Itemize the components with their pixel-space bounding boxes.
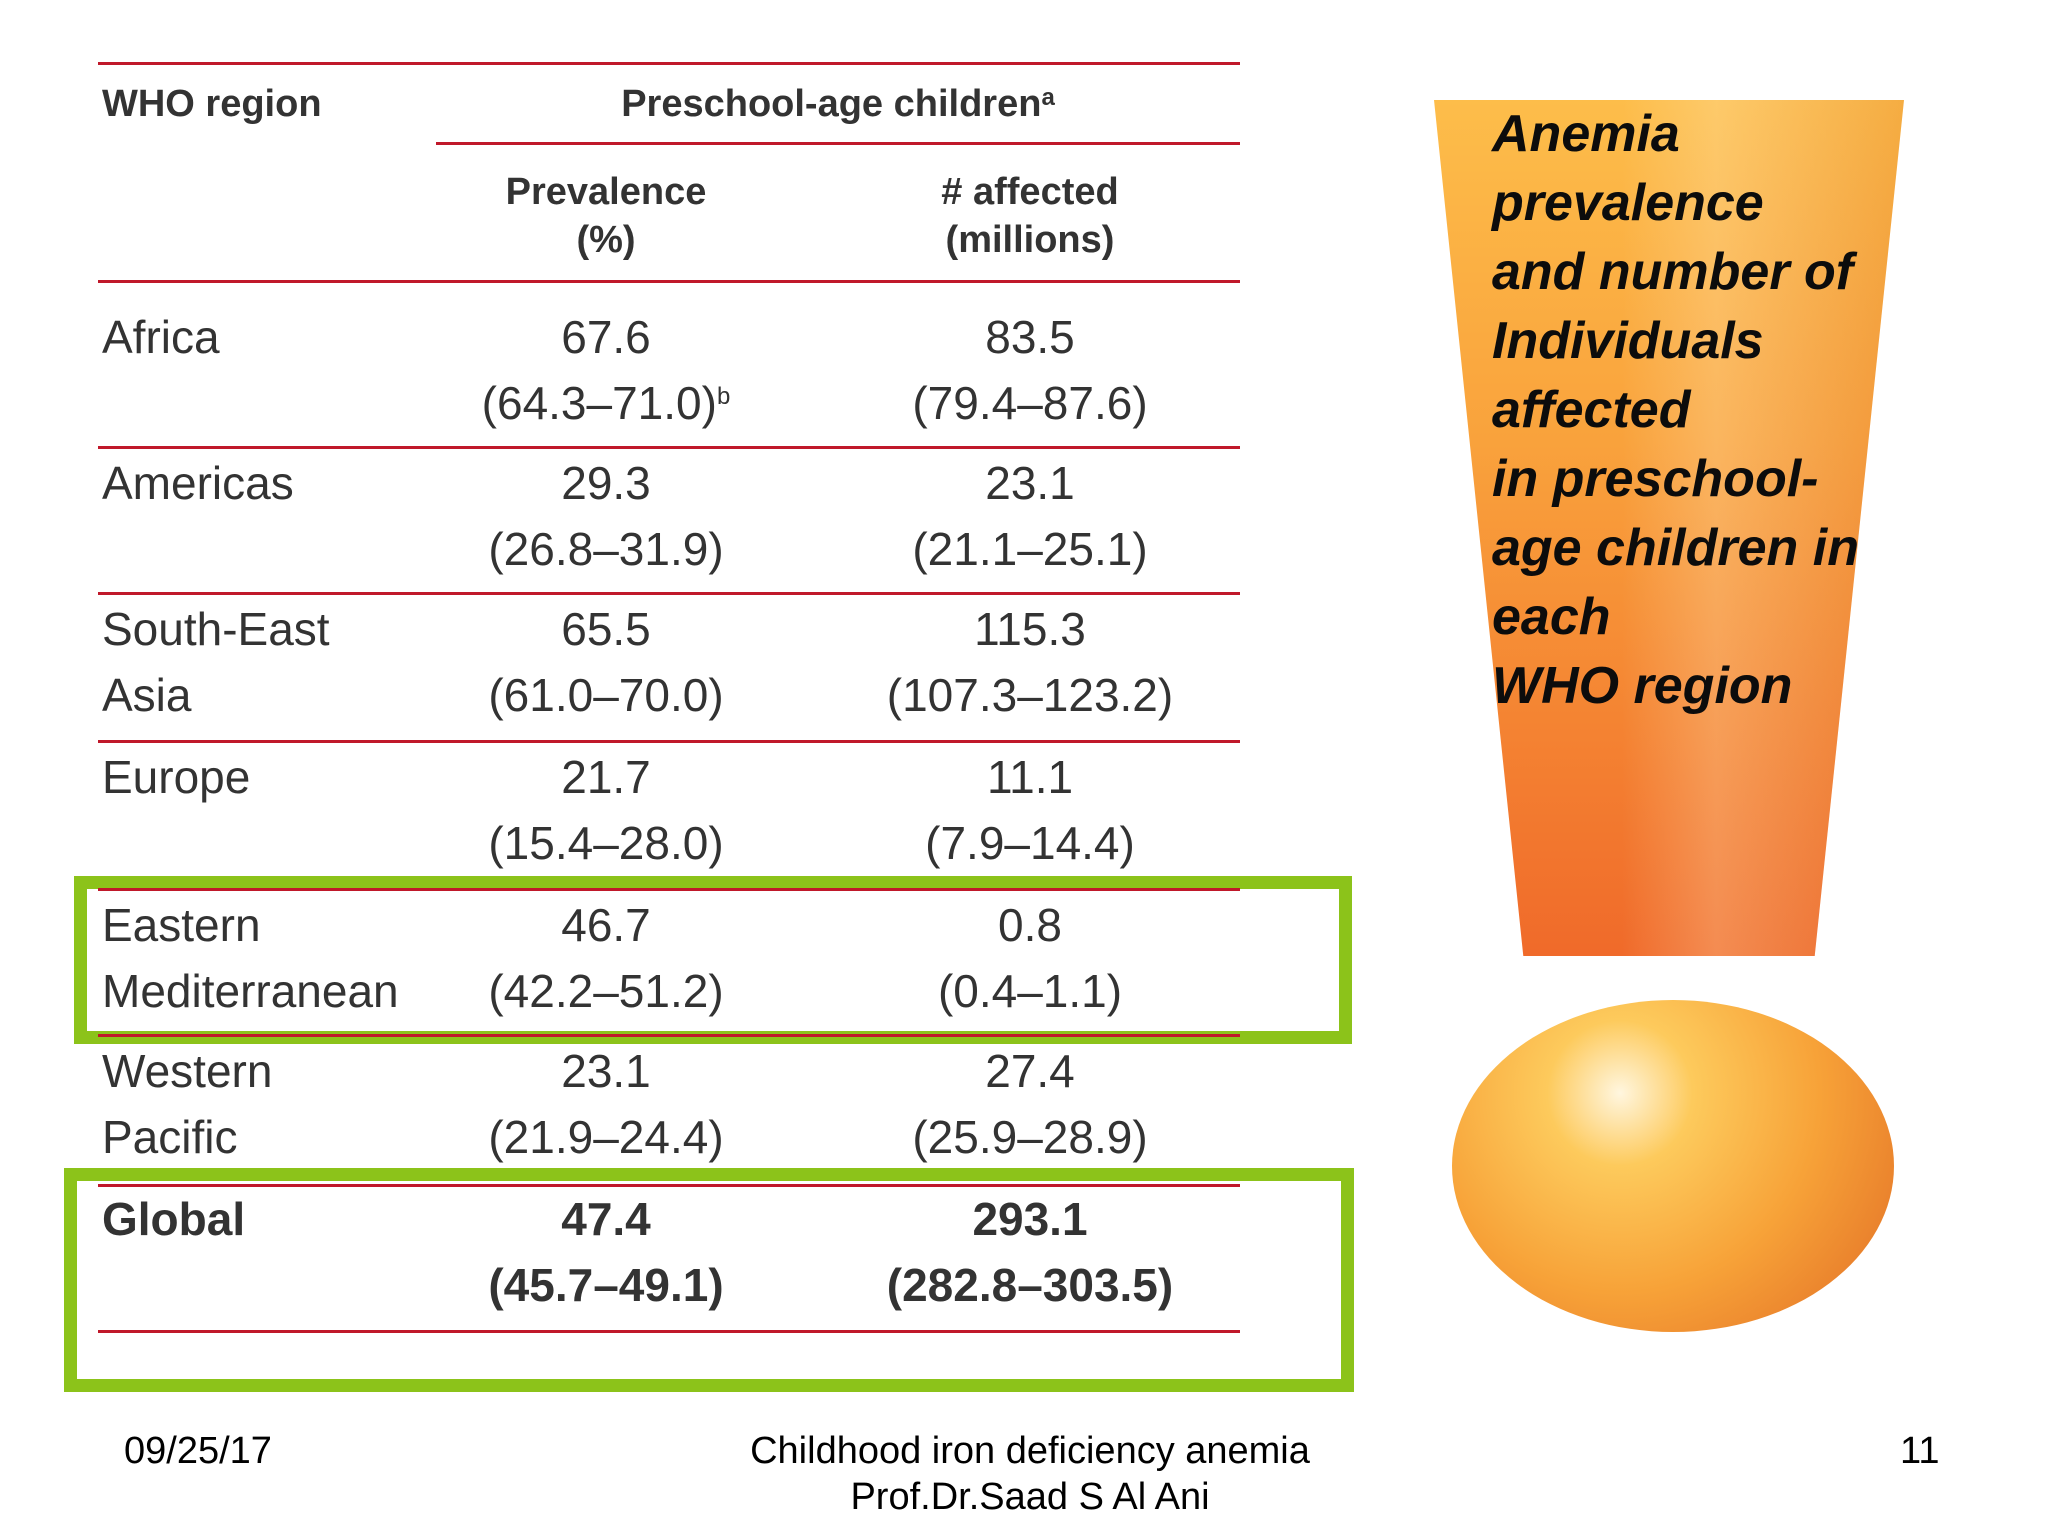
table-row-region: Europe — [102, 744, 250, 810]
affected-ci: (0.4–1.1) — [937, 965, 1123, 1017]
affected-value: 83.5 — [985, 311, 1075, 363]
prevalence-ci-sup: b — [716, 383, 731, 410]
table-group-rule — [436, 142, 1240, 145]
prevalence-value: 47.4 — [561, 1193, 651, 1245]
region-name: Americas — [102, 457, 294, 509]
table-row-prevalence: 29.3 (26.8–31.9) — [436, 450, 776, 582]
header-prevalence-line2: (%) — [576, 219, 636, 261]
prevalence-value: 23.1 — [561, 1045, 651, 1097]
row-rule — [98, 888, 1240, 891]
side-title: Anemia prevalence and number of Individu… — [1492, 105, 1859, 715]
table-row-region: Western Pacific — [102, 1038, 272, 1170]
region-name: Eastern — [102, 899, 261, 951]
header-who-region: WHO region — [102, 83, 322, 125]
footer-author: Prof.Dr.Saad S Al Ani — [850, 1476, 1210, 1518]
header-affected-line2: (millions) — [945, 219, 1115, 261]
prevalence-ci: (26.8–31.9) — [488, 523, 724, 575]
affected-ci: (21.1–25.1) — [912, 523, 1148, 575]
page-number: 11 — [1900, 1430, 1940, 1472]
footer-date: 09/25/17 — [124, 1430, 272, 1472]
table-row-region: Eastern Mediterranean — [102, 892, 399, 1024]
prevalence-value: 21.7 — [561, 751, 651, 803]
header-prevalence: Prevalence (%) — [436, 168, 776, 264]
table-row-affected: 83.5 (79.4–87.6) — [820, 304, 1240, 436]
row-rule — [98, 446, 1240, 449]
row-rule — [98, 740, 1240, 743]
table-row-affected: 27.4 (25.9–28.9) — [820, 1038, 1240, 1170]
table-row-prevalence: 65.5 (61.0–70.0) — [436, 596, 776, 728]
table-row-affected: 0.8 (0.4–1.1) — [820, 892, 1240, 1024]
table-row-prevalence: 46.7 (42.2–51.2) — [436, 892, 776, 1024]
header-preschool-group: Preschool-age childrena — [436, 80, 1240, 128]
prevalence-ci: (42.2–51.2) — [488, 965, 724, 1017]
prevalence-ci: (21.9–24.4) — [488, 1111, 724, 1163]
prevalence-ci: (64.3–71.0)b — [436, 370, 776, 436]
header-prevalence-line1: Prevalence — [505, 171, 707, 213]
highlight-box-global — [64, 1168, 1354, 1392]
affected-ci: (107.3–123.2) — [886, 669, 1174, 721]
region-name-line2: Asia — [102, 669, 192, 721]
region-name-line2: Mediterranean — [102, 965, 399, 1017]
region-name: Africa — [102, 311, 220, 363]
table-row-region-global: Global — [102, 1186, 245, 1252]
region-name: South-East — [102, 603, 330, 655]
prevalence-ci: (61.0–70.0) — [488, 669, 724, 721]
affected-ci: (79.4–87.6) — [912, 377, 1148, 429]
table-row-prevalence-global: 47.4 (45.7–49.1) — [436, 1186, 776, 1318]
exclamation-bar-graphic — [1434, 100, 1904, 956]
header-affected-line1: # affected — [941, 171, 1119, 213]
prevalence-ci-text: (64.3–71.0) — [481, 377, 717, 429]
table-header-rule — [98, 280, 1240, 283]
table-row-affected: 11.1 (7.9–14.4) — [820, 744, 1240, 876]
table-bottom-rule — [98, 1330, 1240, 1333]
affected-ci: (282.8–303.5) — [886, 1259, 1174, 1311]
table-row-region: Africa — [102, 304, 220, 370]
affected-ci: (7.9–14.4) — [925, 817, 1135, 869]
prevalence-value: 67.6 — [561, 311, 651, 363]
table-row-affected: 115.3 (107.3–123.2) — [820, 596, 1240, 728]
region-name: Europe — [102, 751, 251, 803]
exclamation-dot-graphic — [1452, 1000, 1894, 1332]
affected-value: 23.1 — [985, 457, 1075, 509]
affected-value: 0.8 — [998, 899, 1062, 951]
affected-ci: (25.9–28.9) — [912, 1111, 1148, 1163]
header-preschool-text: Preschool-age children — [621, 83, 1042, 125]
table-row-affected-global: 293.1 (282.8–303.5) — [820, 1186, 1240, 1318]
prevalence-value: 29.3 — [561, 457, 651, 509]
table-top-rule — [98, 62, 1240, 65]
prevalence-ci: (15.4–28.0) — [488, 817, 724, 869]
footer-title-line1: Childhood iron deficiency anemia — [750, 1430, 1310, 1472]
table-row-region: Americas — [102, 450, 294, 516]
table-row-region: South-East Asia — [102, 596, 330, 728]
row-rule — [98, 592, 1240, 595]
region-name: Western — [102, 1045, 273, 1097]
row-rule — [98, 1184, 1240, 1187]
table-row-prevalence: 23.1 (21.9–24.4) — [436, 1038, 776, 1170]
prevalence-value: 65.5 — [561, 603, 651, 655]
table-row-affected: 23.1 (21.1–25.1) — [820, 450, 1240, 582]
region-name: Global — [102, 1193, 246, 1245]
affected-value: 115.3 — [974, 603, 1086, 655]
prevalence-ci: (45.7–49.1) — [488, 1259, 724, 1311]
affected-value: 27.4 — [985, 1045, 1075, 1097]
prevalence-value: 46.7 — [561, 899, 651, 951]
table-row-prevalence: 21.7 (15.4–28.0) — [436, 744, 776, 876]
footer-title: Childhood iron deficiency anemia Prof.Dr… — [700, 1428, 1360, 1520]
table-row-prevalence: 67.6 (64.3–71.0)b — [436, 304, 776, 436]
header-affected: # affected (millions) — [820, 168, 1240, 264]
region-name-line2: Pacific — [102, 1111, 238, 1163]
affected-value: 11.1 — [986, 751, 1074, 803]
header-preschool-sup: a — [1041, 84, 1055, 111]
row-rule — [98, 1034, 1240, 1037]
affected-value: 293.1 — [972, 1193, 1088, 1245]
